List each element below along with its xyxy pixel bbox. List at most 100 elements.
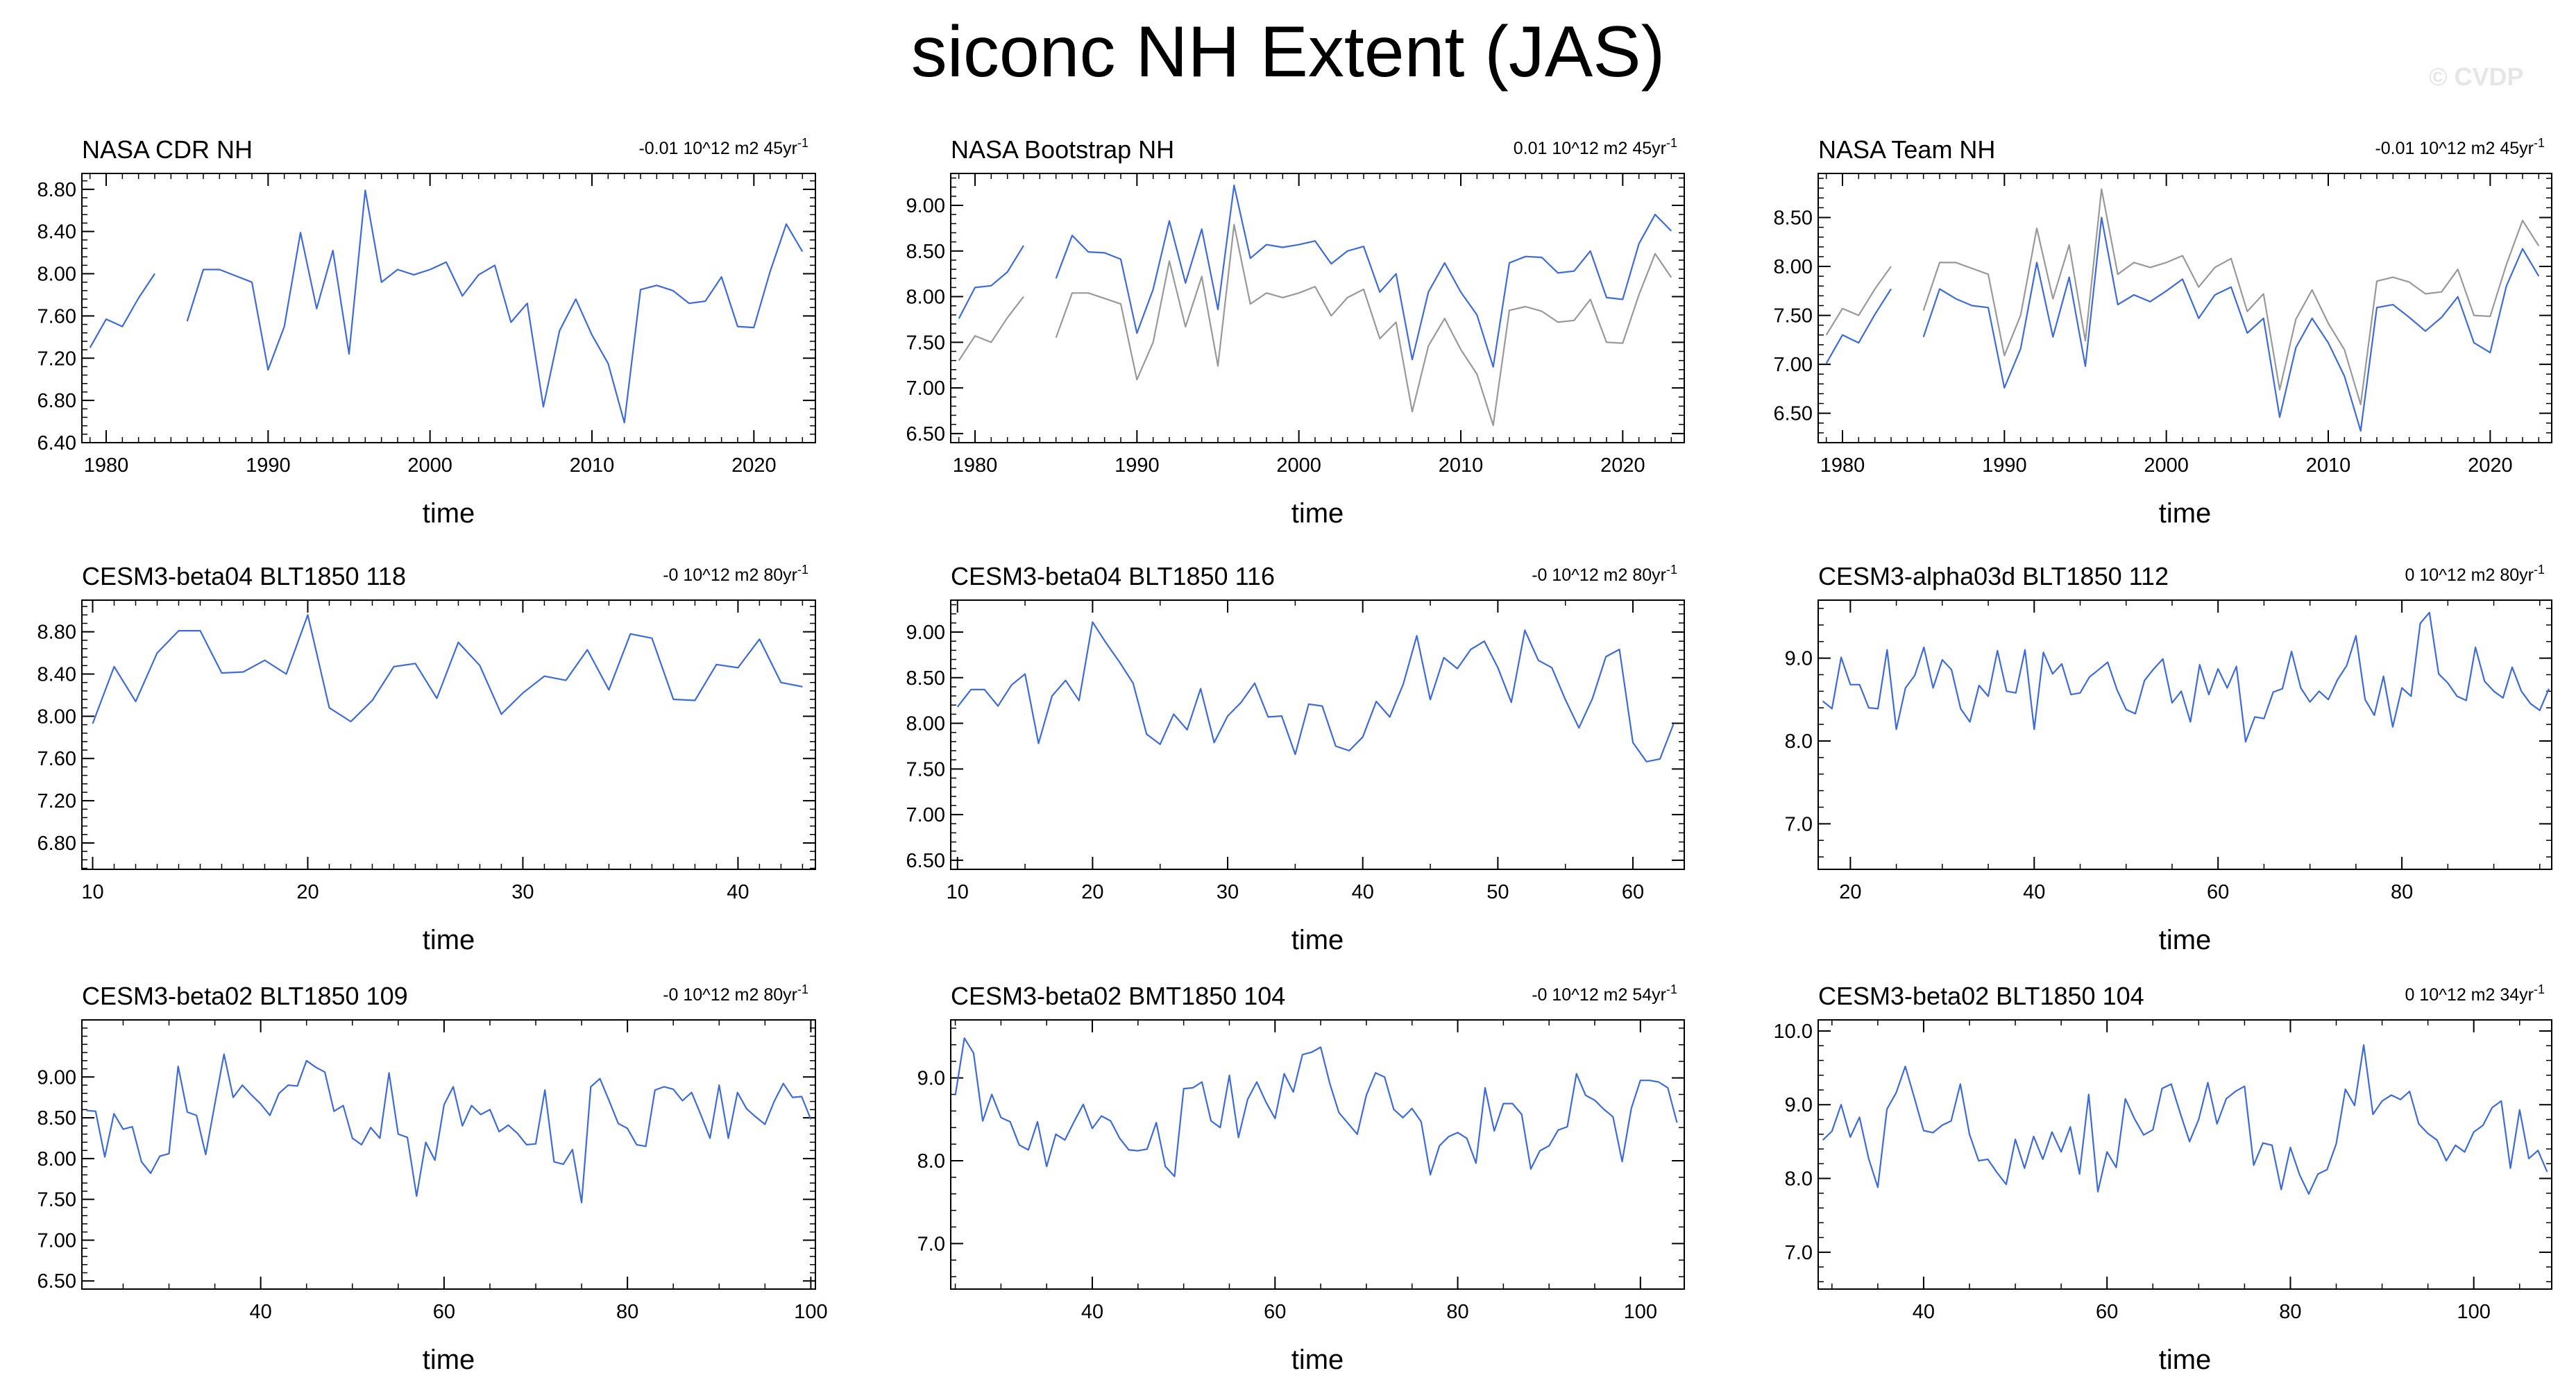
y-tick-label: 8.00 (1774, 256, 1813, 278)
y-tick-label: 7.00 (37, 1229, 76, 1252)
trend-label: -0 10^12 m2 80yr-1 (663, 982, 808, 1005)
x-tick-label: 1990 (1115, 454, 1160, 477)
y-tick-label: 7.00 (906, 804, 945, 826)
y-tick-label: 8.0 (1785, 731, 1813, 753)
panel-title: CESM3-beta04 BLT1850 116 (951, 562, 1275, 590)
x-tick-label: 80 (2391, 881, 2413, 903)
series-line-1 (956, 621, 1675, 762)
y-tick-label: 9.0 (917, 1068, 945, 1090)
x-tick-label: 60 (2207, 881, 2229, 903)
y-tick-label: 6.50 (1774, 403, 1813, 425)
x-tick-label: 100 (1624, 1301, 1657, 1323)
plot-frame (81, 1019, 816, 1290)
y-tick-label: 7.0 (1785, 1242, 1813, 1264)
y-tick-label: 6.50 (906, 423, 945, 445)
trend-label: -0 10^12 m2 54yr-1 (1532, 982, 1677, 1005)
page-title: siconc NH Extent (JAS) (910, 12, 1666, 92)
y-tick-label: 8.0 (1785, 1168, 1813, 1191)
x-tick-label: 100 (2457, 1301, 2490, 1323)
y-tick-label: 9.00 (906, 195, 945, 217)
x-tick-label: 60 (433, 1301, 455, 1323)
x-tick-label: 80 (616, 1301, 638, 1323)
y-tick-label: 6.40 (37, 432, 76, 454)
x-tick-label: 1980 (953, 454, 998, 477)
x-axis-label: time (423, 1345, 475, 1375)
trend-label: -0 10^12 m2 80yr-1 (1532, 563, 1677, 585)
y-tick-label: 7.50 (906, 332, 945, 354)
y-tick-label: 8.50 (906, 667, 945, 690)
y-tick-label: 7.0 (917, 1233, 945, 1255)
x-tick-label: 60 (1264, 1301, 1286, 1323)
plot-frame (1817, 599, 2552, 870)
x-tick-label: 40 (1913, 1301, 1935, 1323)
y-tick-label: 9.00 (37, 1066, 76, 1089)
series-line-1 (958, 185, 1672, 368)
series-line-1 (1822, 611, 2550, 743)
x-tick-label: 2010 (1439, 454, 1484, 477)
y-tick-label: 8.40 (37, 664, 76, 686)
series-line-1 (954, 1037, 1678, 1177)
series-line-1 (86, 1053, 812, 1204)
y-tick-label: 7.50 (37, 1189, 76, 1211)
y-tick-label: 9.0 (1785, 648, 1813, 670)
panel-8: CESM3-beta02 BMT1850 104 -0 10^12 m2 54yr… (917, 982, 1685, 1375)
plot-frame (81, 599, 816, 870)
x-tick-label: 40 (727, 881, 749, 903)
series-line-2 (958, 223, 1672, 427)
y-tick-label: 8.00 (37, 264, 76, 286)
x-tick-label: 2020 (1600, 454, 1645, 477)
panel-title: CESM3-beta02 BLT1850 109 (82, 982, 408, 1010)
y-tick-label: 7.0 (1785, 813, 1813, 835)
plot-frame (950, 1019, 1685, 1290)
x-tick-label: 60 (2096, 1301, 2118, 1323)
cvdp-watermark: © CVDP (2429, 62, 2524, 91)
panel-9: CESM3-beta02 BLT1850 104 0 10^12 m2 34yr-… (1774, 982, 2552, 1375)
x-axis-label: time (1291, 498, 1344, 529)
panel-5: CESM3-beta04 BLT1850 116 -0 10^12 m2 80yr… (906, 562, 1685, 955)
y-tick-label: 6.80 (37, 833, 76, 855)
y-tick-label: 7.60 (37, 748, 76, 770)
x-tick-label: 20 (1081, 881, 1103, 903)
y-tick-label: 8.00 (37, 706, 76, 728)
x-tick-label: 2000 (2144, 454, 2189, 477)
panel-3: NASA Team NH -0.01 10^12 m2 45yr-1 1980 199… (1774, 135, 2552, 529)
panel-7: CESM3-beta02 BLT1850 109 -0 10^12 m2 80yr… (37, 982, 828, 1375)
trend-label: -0.01 10^12 m2 45yr-1 (638, 136, 808, 158)
x-tick-label: 1980 (1820, 454, 1865, 477)
x-tick-label: 1990 (1982, 454, 2027, 477)
y-tick-label: 9.0 (1785, 1094, 1813, 1116)
x-axis-label: time (2159, 925, 2212, 955)
y-tick-label: 7.50 (1774, 305, 1813, 327)
y-tick-label: 8.40 (37, 221, 76, 244)
x-tick-label: 40 (1352, 881, 1374, 903)
y-tick-label: 7.60 (37, 305, 76, 327)
plot-frame (1817, 173, 2552, 443)
series-line-1 (1822, 1044, 2548, 1195)
y-tick-label: 7.20 (37, 348, 76, 370)
y-tick-label: 6.80 (37, 390, 76, 412)
trend-label: -0 10^12 m2 80yr-1 (663, 563, 808, 585)
x-tick-label: 1990 (246, 454, 291, 477)
plot-frame (1817, 1019, 2552, 1290)
trend-label: 0.01 10^12 m2 45yr-1 (1514, 136, 1677, 158)
panel-title: NASA Bootstrap NH (951, 135, 1174, 164)
x-tick-label: 2000 (407, 454, 452, 477)
panel-6: CESM3-alpha03d BLT1850 112 0 10^12 m2 80y… (1785, 562, 2552, 955)
panel-title: CESM3-beta02 BLT1850 104 (1818, 982, 2144, 1010)
x-axis-label: time (423, 925, 475, 955)
x-tick-label: 30 (1217, 881, 1239, 903)
trend-label: 0 10^12 m2 80yr-1 (2405, 563, 2545, 585)
x-axis-label: time (1291, 1345, 1344, 1375)
y-tick-label: 6.50 (37, 1270, 76, 1293)
panel-4: CESM3-beta04 BLT1850 118 -0 10^12 m2 80yr… (37, 562, 816, 955)
x-tick-label: 100 (794, 1301, 827, 1323)
y-tick-label: 8.00 (906, 713, 945, 735)
panel-title: NASA Team NH (1818, 135, 1995, 164)
panel-2: NASA Bootstrap NH 0.01 10^12 m2 45yr-1 198… (906, 135, 1685, 529)
y-tick-label: 7.00 (906, 377, 945, 400)
x-tick-label: 20 (296, 881, 319, 903)
x-tick-label: 10 (947, 881, 969, 903)
y-tick-label: 8.50 (1774, 207, 1813, 229)
y-tick-label: 7.00 (1774, 354, 1813, 376)
x-tick-label: 2020 (2468, 454, 2513, 477)
